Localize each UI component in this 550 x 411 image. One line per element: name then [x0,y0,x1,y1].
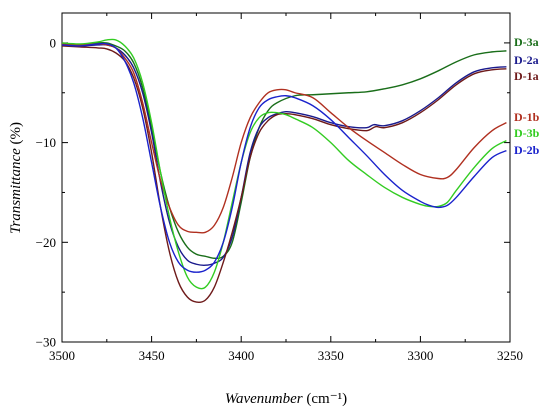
series-line-d-1a [61,45,507,304]
legend-label-d-3a: D-3a [514,35,539,49]
y-tick-label: −20 [36,235,56,250]
x-tick-label: 3450 [139,348,165,363]
series-layer [61,38,507,304]
x-tick-label: 3400 [228,348,254,363]
series-line-d-3a [61,41,507,260]
x-tick-label: 3300 [407,348,433,363]
series-line-d-2b [61,42,507,273]
series-line-d-2a [61,43,507,266]
y-axis-title-text: Transmittance [8,148,24,234]
x-axis-title-unit: (cm⁻¹) [306,391,347,407]
y-axis-title: Transmittance (%) [8,122,24,234]
x-tick-label: 3350 [318,348,344,363]
series-line-d-3b [61,38,507,290]
x-axis-title: Wavenumber (cm⁻¹) [225,391,347,407]
x-axis-title-text: Wavenumber [225,391,303,407]
legend-label-d-2a: D-2a [514,53,539,67]
x-tick-label: 3250 [497,348,523,363]
legend-label-d-1b: D-1b [514,110,540,124]
y-tick-label: −30 [36,335,56,350]
x-tick-label: 3500 [49,348,75,363]
y-axis-ticks: 0 −10 −20 −30 [36,35,510,350]
y-axis-title-unit: (%) [8,122,24,145]
legend-label-d-2b: D-2b [514,143,540,157]
x-axis-ticks: 3500 3450 3400 3350 3300 3250 [49,13,523,363]
series-line-d-1b [61,43,507,234]
y-tick-label: −10 [36,135,56,150]
legend: D-3a D-2a D-1a D-1b D-3b D-2b [514,35,540,157]
legend-label-d-3b: D-3b [514,126,540,140]
legend-label-d-1a: D-1a [514,69,539,83]
plot-frame [61,12,511,343]
y-tick-label: 0 [50,35,57,50]
